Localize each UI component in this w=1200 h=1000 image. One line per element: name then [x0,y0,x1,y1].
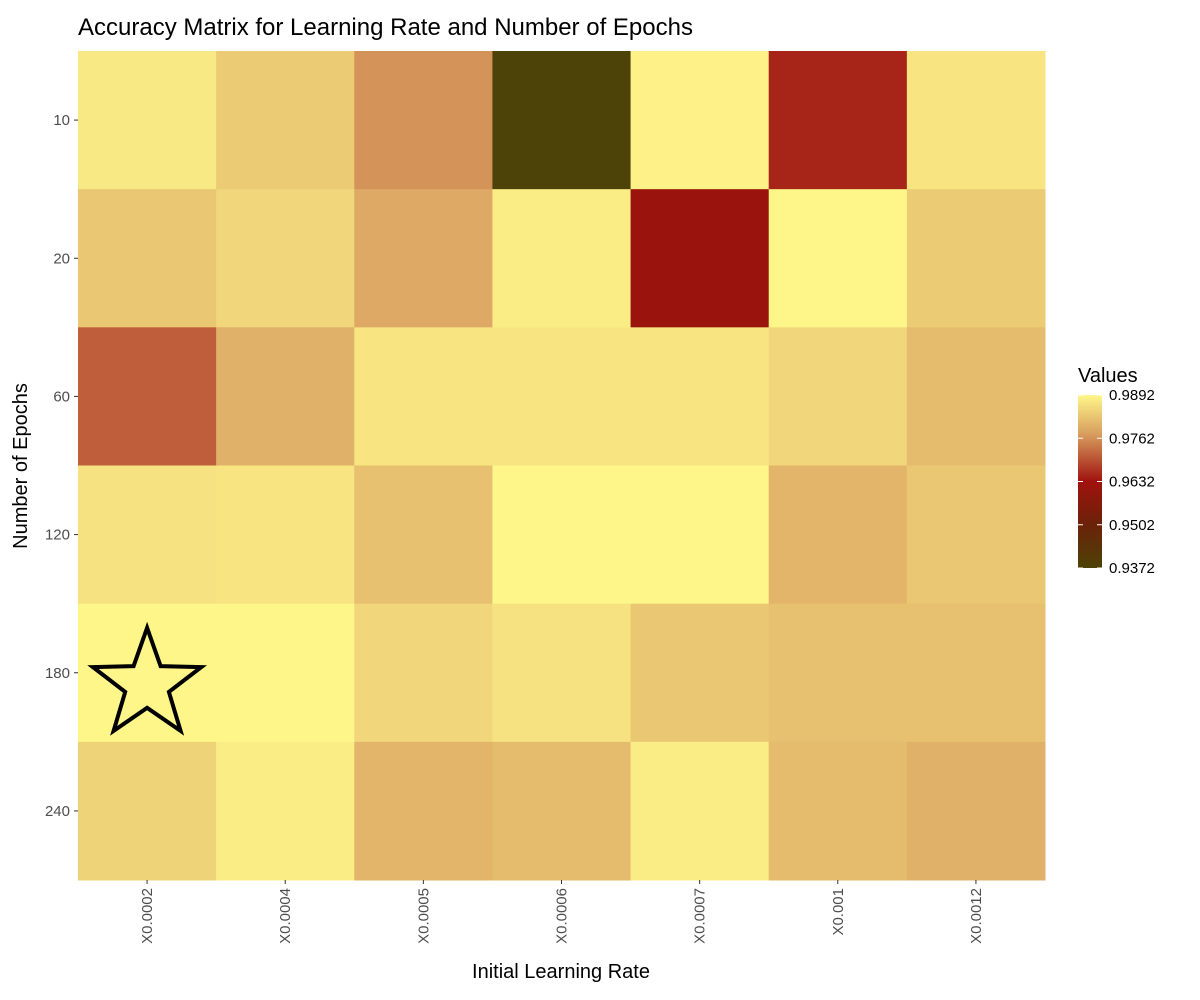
x-tick-label-3: X0.0006 [554,888,571,944]
heatmap-cell-r1-c4 [630,189,770,328]
x-tick-label-6: X0.0012 [968,888,985,944]
heatmap-cell-r1-c6 [906,189,1046,328]
heatmap-cell-r3-c0 [78,465,217,605]
y-tick-label-3: 120 [45,527,70,544]
x-axis-title: Initial Learning Rate [472,961,650,983]
heatmap-cell-r0-c3 [492,51,632,190]
heatmap-cell-r1-c5 [768,189,908,328]
heatmap-cell-r3-c3 [492,465,632,605]
heatmap-cell-r5-c1 [216,741,355,881]
legend-label-0: 0.9892 [1109,387,1155,404]
legend-label-2: 0.9632 [1109,474,1155,491]
heatmap-cells [78,51,1046,881]
heatmap-cell-r0-c1 [216,51,355,190]
heatmap-cell-r4-c5 [768,603,908,743]
x-tick-label-2: X0.0005 [415,888,432,944]
heatmap-cell-r5-c3 [492,741,632,881]
heatmap-cell-r4-c4 [630,603,770,743]
heatmap-cell-r4-c1 [216,603,355,743]
heatmap-cell-r1-c2 [354,189,493,328]
chart-title: Accuracy Matrix for Learning Rate and Nu… [78,14,693,41]
heatmap-cell-r2-c0 [78,327,217,466]
highlight-star-icon [87,621,208,736]
legend-label-4: 0.9372 [1109,560,1155,577]
heatmap-cell-r5-c4 [630,741,770,881]
heatmap-cell-r5-c6 [906,741,1046,881]
heatmap-cell-r3-c6 [906,465,1046,605]
legend-title: Values [1078,365,1138,387]
legend-label-1: 0.9762 [1109,430,1155,447]
heatmap-cell-r1-c0 [78,189,217,328]
heatmap-cell-r2-c6 [906,327,1046,466]
heatmap-cell-r5-c2 [354,741,493,881]
x-axis: X0.0002 X0.0004 X0.0005 X0.0006 X0.0007 X0.00… [139,880,985,944]
x-tick-label-5: X0.001 [830,888,847,936]
highlight-layer [87,621,208,736]
heatmap-cell-r5-c5 [768,741,908,881]
heatmap-cell-r0-c5 [768,51,908,190]
x-tick-label-0: X0.0002 [139,888,156,944]
heatmap-cell-r3-c4 [630,465,770,605]
heatmap-cell-r4-c3 [492,603,632,743]
heatmap-cell-r0-c2 [354,51,493,190]
heatmap-cell-r3-c1 [216,465,355,605]
legend-label-3: 0.9502 [1109,517,1155,534]
y-tick-label-1: 20 [53,250,70,267]
heatmap-cell-r1-c3 [492,189,632,328]
heatmap-cell-r3-c2 [354,465,493,605]
x-tick-label-1: X0.0004 [277,888,294,944]
heatmap-cell-r0-c4 [630,51,770,190]
x-tick-label-4: X0.0007 [692,888,709,944]
y-tick-label-5: 240 [45,803,70,820]
heatmap-cell-r2-c2 [354,327,493,466]
heatmap-cell-r5-c0 [78,741,217,881]
y-axis-title: Number of Epochs [10,383,32,549]
heatmap-cell-r1-c1 [216,189,355,328]
heatmap-cell-r4-c6 [906,603,1046,743]
heatmap-cell-r2-c5 [768,327,908,466]
legend-ticks: 0.9892 0.9762 0.9632 0.9502 0.9372 [1078,387,1155,577]
heatmap-cell-r2-c3 [492,327,632,466]
y-axis: 10 20 60 120 180 240 [45,112,78,820]
y-tick-label-4: 180 [45,665,70,682]
y-tick-label-2: 60 [53,388,70,405]
y-tick-label-0: 10 [53,112,70,129]
heatmap-cell-r2-c4 [630,327,770,466]
legend: Values 0.9892 0.9762 0.9632 0.9502 0.9372 [1078,365,1155,577]
heatmap-cell-r0-c6 [906,51,1046,190]
heatmap-cell-r0-c0 [78,51,217,190]
heatmap-cell-r4-c2 [354,603,493,743]
heatmap-cell-r3-c5 [768,465,908,605]
heatmap-cell-r2-c1 [216,327,355,466]
